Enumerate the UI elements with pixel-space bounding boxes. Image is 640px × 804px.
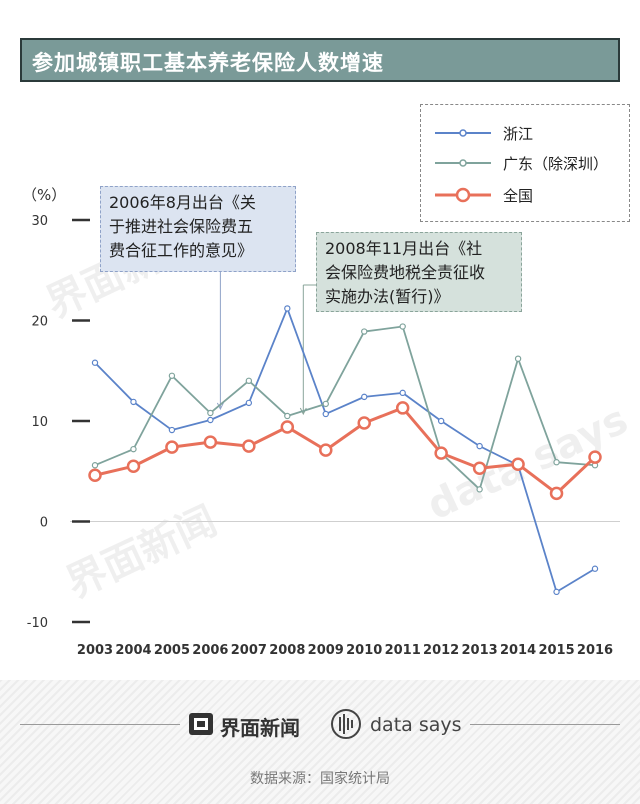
data-point-2 [511,457,525,471]
data-point-2 [357,416,371,430]
data-point-1 [361,328,368,335]
x-tick-label: 2010 [346,643,382,658]
jiemian-logo-icon [189,713,213,735]
x-tick-label: 2011 [385,643,421,658]
data-point-1 [399,323,406,330]
data-point-1 [476,486,483,493]
y-unit-label: （%） [22,186,67,204]
data-point-1 [168,372,176,379]
y-tick-label: 30 [31,214,48,229]
x-tick-label: 2006 [192,643,228,658]
data-point-1 [514,355,522,362]
data-point-0 [437,417,445,425]
x-tick-label: 2013 [462,643,498,658]
data-point-1 [130,445,137,453]
chart-title: 参加城镇职工基本养老保险人数增速 [32,51,384,75]
data-point-1 [284,412,291,420]
data-point-2 [242,439,256,453]
x-tick-label: 2015 [538,643,574,658]
annotation-line: 实施办法(暂行)》 [325,287,450,306]
x-tick-label: 2003 [77,643,113,658]
data-point-2 [434,446,448,460]
data-point-2 [395,401,410,415]
annotation-arrowhead [216,402,224,411]
x-tick-label: 2016 [577,643,613,658]
title-bar: 参加城镇职工基本养老保险人数增速 [20,38,620,82]
annotation-2006: 2006年8月出台《关 于推进社会保险费五 费合征工作的意见》 [100,186,296,272]
x-tick-label: 2005 [154,643,190,658]
legend-label: 广东（除深圳） [503,155,609,173]
data-point-2 [126,459,141,473]
legend-label: 全国 [503,187,534,205]
data-point-1 [207,409,214,417]
data-point-0 [245,399,253,407]
data-point-0 [284,305,291,312]
annotation-line: 费合征工作的意见》 [109,241,254,260]
y-tick-label: -10 [27,616,48,631]
datasays-logo-icon [331,709,361,739]
data-point-1 [322,400,329,408]
data-point-2 [319,443,333,457]
legend-label: 浙江 [503,125,534,143]
data-point-2 [472,461,487,475]
annotation-2008: 2008年11月出台《社 会保险费地税全责征收 实施办法(暂行)》 [316,232,522,312]
data-point-1 [553,459,560,466]
data-point-2 [88,468,102,483]
annotation-line: 会保险费地税全责征收 [325,263,486,282]
x-tick-label: 2004 [115,643,151,658]
annotation-line: 2006年8月出台《关 [109,193,256,212]
data-point-0 [322,410,329,418]
data-point-0 [91,359,99,366]
data-point-0 [361,393,368,401]
x-tick-label: 2012 [423,643,459,658]
brand-datasays: data says [370,714,462,736]
data-point-1 [91,462,99,469]
y-tick-label: 10 [31,415,48,430]
data-point-0 [207,416,214,424]
brand-jiemian: 界面新闻 [220,716,300,740]
data-point-1 [245,377,253,384]
data-point-0 [168,426,176,434]
data-source: 数据来源：国家统计局 [250,771,390,787]
data-point-2 [165,440,179,454]
data-point-0 [553,588,560,596]
legend: 浙江 广东（除深圳） 全国 [420,104,630,222]
annotation-line: 2008年11月出台《社 [325,239,483,258]
x-tick-label: 2008 [269,643,305,658]
x-tick-label: 2007 [231,643,267,658]
legend-swatch-national [435,187,491,203]
footer: 界面新闻 data says 数据来源：国家统计局 [0,680,640,804]
series-line-1 [94,325,596,491]
footer-divider [20,724,180,725]
legend-swatch-zhejiang [435,129,491,137]
footer-divider [470,724,620,725]
x-tick-label: 2014 [500,643,536,658]
data-point-0 [399,389,406,397]
x-tick-label: 2009 [308,643,344,658]
data-point-0 [130,398,137,406]
data-point-2 [549,486,564,501]
y-tick-label: 0 [40,516,48,531]
data-point-2 [280,420,295,434]
data-point-2 [203,435,218,449]
series-line-0 [94,307,596,593]
data-point-2 [588,450,602,464]
legend-swatch-guangdong [435,159,491,167]
data-point-0 [591,565,599,572]
y-tick-label: 20 [31,315,48,330]
data-point-0 [476,442,483,450]
annotation-line: 于推进社会保险费五 [109,217,254,236]
